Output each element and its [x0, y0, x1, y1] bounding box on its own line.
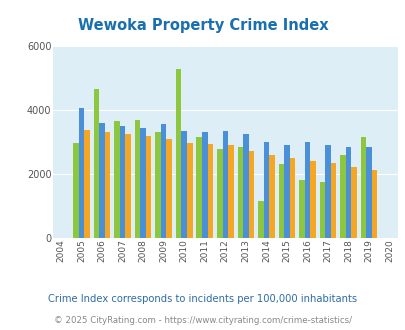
Bar — [309, 161, 315, 238]
Bar — [289, 158, 294, 238]
Bar — [284, 145, 289, 238]
Bar — [263, 142, 269, 238]
Bar — [243, 134, 248, 238]
Bar — [79, 108, 84, 238]
Bar — [345, 147, 350, 238]
Bar — [324, 145, 330, 238]
Bar — [145, 136, 151, 238]
Bar — [360, 137, 365, 238]
Bar — [217, 149, 222, 238]
Text: Crime Index corresponds to incidents per 100,000 inhabitants: Crime Index corresponds to incidents per… — [48, 294, 357, 304]
Bar — [73, 144, 79, 238]
Bar — [237, 147, 243, 238]
Bar — [155, 132, 160, 238]
Bar — [166, 139, 172, 238]
Text: © 2025 CityRating.com - https://www.cityrating.com/crime-statistics/: © 2025 CityRating.com - https://www.city… — [54, 316, 351, 325]
Bar — [84, 130, 90, 238]
Bar — [181, 131, 187, 238]
Bar — [248, 151, 254, 238]
Bar — [228, 145, 233, 238]
Bar — [104, 132, 110, 238]
Bar — [114, 121, 119, 238]
Bar — [304, 142, 309, 238]
Bar — [339, 155, 345, 238]
Bar — [371, 170, 377, 238]
Bar — [125, 134, 131, 238]
Bar — [187, 144, 192, 238]
Bar — [365, 147, 371, 238]
Bar — [140, 128, 145, 238]
Text: Wewoka Property Crime Index: Wewoka Property Crime Index — [77, 18, 328, 33]
Bar — [258, 201, 263, 238]
Bar — [160, 124, 166, 238]
Bar — [175, 69, 181, 238]
Bar — [134, 119, 140, 238]
Bar — [94, 89, 99, 238]
Bar — [207, 145, 213, 238]
Bar — [99, 123, 104, 238]
Bar — [298, 180, 304, 238]
Bar — [319, 182, 324, 238]
Bar — [222, 131, 228, 238]
Bar — [278, 164, 284, 238]
Bar — [196, 137, 202, 238]
Bar — [350, 167, 356, 238]
Bar — [119, 126, 125, 238]
Bar — [202, 132, 207, 238]
Bar — [330, 163, 335, 238]
Bar — [269, 155, 274, 238]
